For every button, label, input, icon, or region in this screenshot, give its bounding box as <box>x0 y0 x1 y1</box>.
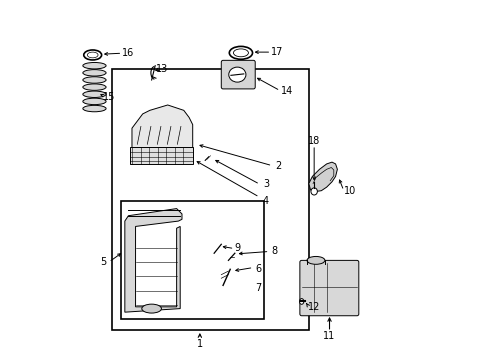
Ellipse shape <box>82 98 106 105</box>
Bar <box>112 69 308 330</box>
Ellipse shape <box>83 50 102 60</box>
Ellipse shape <box>299 298 303 304</box>
FancyBboxPatch shape <box>221 60 255 89</box>
Ellipse shape <box>142 304 161 313</box>
Text: 1: 1 <box>196 339 203 348</box>
Text: 17: 17 <box>270 47 282 57</box>
Text: 6: 6 <box>255 264 261 274</box>
Ellipse shape <box>228 67 245 82</box>
Text: 11: 11 <box>323 332 335 342</box>
FancyBboxPatch shape <box>299 260 358 316</box>
Text: 2: 2 <box>275 161 281 171</box>
Bar <box>130 147 192 164</box>
Text: 3: 3 <box>263 179 268 189</box>
Text: 12: 12 <box>307 302 320 312</box>
Text: 13: 13 <box>156 64 168 73</box>
Ellipse shape <box>82 91 106 98</box>
Polygon shape <box>124 208 182 312</box>
Ellipse shape <box>82 63 106 69</box>
Text: 18: 18 <box>307 136 320 146</box>
Bar <box>121 202 264 319</box>
Ellipse shape <box>229 46 252 59</box>
Text: 9: 9 <box>234 243 240 253</box>
Ellipse shape <box>233 49 248 57</box>
Text: 4: 4 <box>262 196 268 206</box>
Polygon shape <box>132 105 192 148</box>
Polygon shape <box>308 162 337 192</box>
Text: 8: 8 <box>271 247 277 256</box>
Ellipse shape <box>82 77 106 83</box>
Text: 14: 14 <box>280 86 292 96</box>
Text: 15: 15 <box>102 92 115 102</box>
Text: 5: 5 <box>100 257 106 267</box>
Ellipse shape <box>306 256 324 264</box>
Ellipse shape <box>310 188 317 195</box>
Text: 7: 7 <box>255 283 262 293</box>
Text: 10: 10 <box>343 186 355 196</box>
Ellipse shape <box>82 105 106 112</box>
Text: 16: 16 <box>122 48 134 58</box>
Ellipse shape <box>82 84 106 90</box>
Bar <box>306 257 324 264</box>
Ellipse shape <box>87 52 98 58</box>
Ellipse shape <box>82 69 106 76</box>
